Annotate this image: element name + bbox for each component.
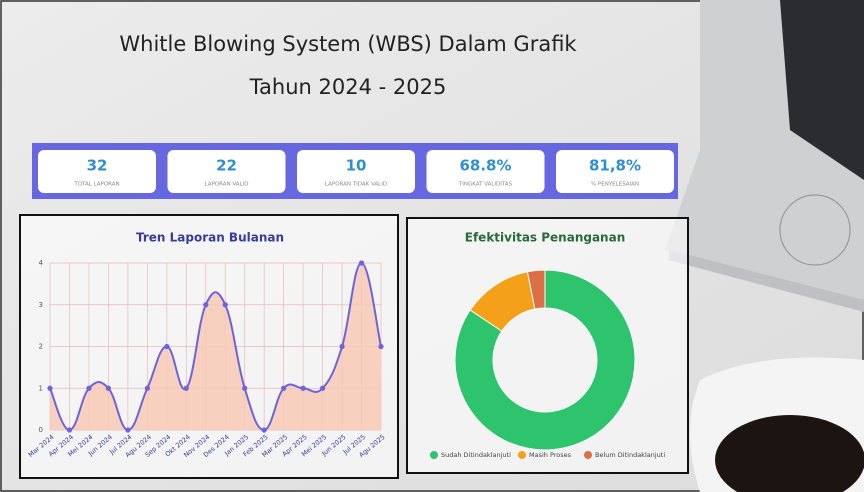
stat-value: 81,8% [589,157,641,175]
stat-label: % PENYELESAIAN [591,182,639,188]
point [105,385,112,391]
slice [526,269,546,310]
stat-card [297,150,415,193]
legend-label: Belum Ditindaklanjuti [595,451,665,459]
area [50,263,381,430]
page-title: Whitle Blowing System (WBS) Dalam Grafik [119,32,577,56]
point [144,385,150,391]
y-tick-label: 1 [39,384,43,392]
point [66,427,73,433]
chart-title: Tren Laporan Bulanan [136,231,284,245]
chart-title: Efektivitas Penanganan [465,231,625,245]
point [164,343,170,350]
point [203,302,209,308]
stat-value: 10 [346,157,367,175]
point [242,385,248,391]
point [183,385,189,391]
legend-label: Masih Proses [529,451,572,459]
stat-card [426,150,545,193]
point [300,385,306,391]
y-tick-label: 3 [39,301,43,309]
point [47,385,53,391]
point [281,385,287,391]
point [125,427,131,433]
point [86,385,92,391]
legend-label: Sudah Ditindaklanjuti [441,451,511,459]
legend-swatch [430,451,438,459]
stat-value: 68.8% [459,157,511,175]
stat-value: 32 [87,157,108,175]
point [339,343,345,350]
point [358,260,365,266]
point [319,385,326,391]
stat-card [167,150,286,193]
stat-label: TINGKAT VALIDITAS [458,182,513,188]
slice [454,269,636,451]
stat-card [556,150,674,193]
laptop-decoration [665,0,864,492]
stat-label: LAPORAN VALID [205,182,249,188]
point [378,343,384,350]
legend-swatch [518,451,526,459]
y-tick-label: 2 [39,343,43,351]
point [261,427,267,433]
stat-label: LAPORAN TIDAK VALID [325,182,387,188]
stat-card [38,150,156,193]
y-tick-label: 0 [39,426,43,434]
legend-swatch [584,451,592,459]
stat-value: 22 [216,157,237,175]
stat-label: TOTAL LAPORAN [73,182,119,188]
page-subtitle: Tahun 2024 - 2025 [249,75,447,99]
point [222,302,228,308]
y-tick-label: 4 [39,259,44,267]
